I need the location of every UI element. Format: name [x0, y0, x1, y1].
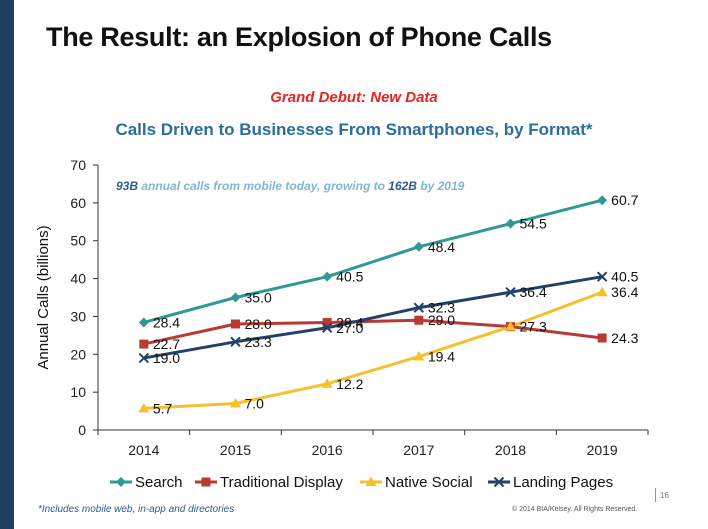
data-point: [413, 302, 425, 313]
data-point: [230, 292, 241, 303]
data-point: [231, 319, 240, 329]
data-point: [230, 398, 241, 408]
data-point: [138, 317, 149, 328]
data-label: 29.0: [428, 312, 455, 328]
series-line-search: [143, 198, 603, 324]
slide-title: The Result: an Explosion of Phone Calls: [46, 22, 552, 52]
data-point: [414, 315, 424, 325]
data-point: [321, 378, 333, 388]
data-point: [230, 336, 241, 347]
y-tick-label: 20: [70, 346, 86, 362]
data-point: [505, 218, 516, 229]
data-point-stroke-b: [230, 336, 241, 347]
tagline: Grand Debut: New Data: [270, 89, 438, 106]
data-label: 40.5: [611, 269, 638, 285]
data-point: [139, 339, 149, 349]
data-label: 48.4: [428, 239, 455, 255]
data-point: [596, 286, 608, 297]
slide-sidebar-bar: [0, 0, 14, 529]
data-point: [138, 352, 150, 364]
chart-title: Calls Driven to Businesses From Smartpho…: [115, 120, 593, 139]
legend-label: Landing Pages: [513, 474, 613, 491]
data-label: 54.5: [520, 216, 547, 232]
data-label: 28.4: [153, 314, 180, 330]
data-label: 7.0: [245, 396, 265, 412]
data-label: 28.4: [336, 314, 363, 330]
data-label: 5.7: [153, 400, 173, 416]
x-tick-label: 2016: [312, 442, 343, 458]
data-label: 35.0: [245, 290, 272, 306]
data-point-stroke-b: [505, 286, 516, 298]
chart-annotation-part: by 2019: [417, 179, 465, 193]
data-point-stroke-b: [596, 271, 608, 282]
y-tick-label: 0: [78, 422, 86, 438]
data-point-stroke-b: [321, 322, 333, 333]
series-line-landing-pages: [143, 275, 603, 360]
x-tick-label: 2015: [220, 442, 251, 458]
y-tick-label: 10: [70, 384, 86, 400]
data-label: 36.4: [520, 284, 547, 300]
footnote: *Includes mobile web, in-app and directo…: [38, 504, 235, 515]
data-point: [505, 321, 516, 331]
legend-swatch-marker: [116, 477, 126, 487]
data-label: 32.3: [428, 300, 455, 316]
data-point: [138, 402, 150, 413]
chart-annotation-part: 162B: [388, 179, 417, 193]
data-point: [322, 271, 333, 282]
data-label: 23.3: [245, 334, 272, 350]
page-number: 16: [660, 491, 669, 500]
data-label: 12.2: [336, 376, 363, 392]
data-point-stroke-b: [413, 302, 425, 313]
legend-label: Search: [135, 474, 183, 491]
data-label: 60.7: [611, 192, 638, 208]
data-label: 36.4: [611, 284, 638, 300]
legend-label: Native Social: [385, 474, 473, 491]
data-point: [413, 351, 425, 361]
series-line-traditional-display: [143, 318, 603, 346]
data-point: [413, 241, 424, 252]
y-tick-label: 40: [70, 271, 86, 287]
data-point: [597, 333, 607, 343]
x-tick-label: 2018: [495, 442, 526, 458]
data-point: [597, 195, 608, 206]
data-label: 27.0: [336, 320, 363, 336]
x-tick-label: 2014: [128, 442, 159, 458]
page-number-divider: [655, 488, 656, 502]
chart-annotation: 93B annual calls from mobile today, grow…: [116, 179, 465, 193]
y-tick-label: 70: [70, 157, 86, 173]
data-label: 24.3: [611, 330, 638, 346]
legend-label: Traditional Display: [220, 474, 343, 491]
y-axis-label: Annual Calls (billions): [35, 225, 52, 369]
legend-swatch-marker: [493, 476, 505, 488]
series-line-native-social: [143, 290, 603, 410]
y-tick-label: 60: [70, 195, 86, 211]
x-tick-label: 2017: [403, 442, 434, 458]
data-label: 40.5: [336, 269, 363, 285]
y-tick-label: 30: [70, 308, 86, 324]
x-tick-label: 2019: [587, 442, 618, 458]
data-label: 19.4: [428, 349, 455, 365]
data-point: [505, 286, 516, 298]
data-point: [321, 322, 333, 333]
data-point-stroke-b: [138, 352, 150, 364]
data-point: [322, 317, 332, 327]
chart-annotation-part: 93B: [116, 179, 138, 193]
chart-annotation-part: annual calls from mobile today, growing …: [138, 179, 388, 193]
data-label: 22.7: [153, 336, 180, 352]
legend-swatch-marker: [201, 477, 211, 487]
y-tick-label: 50: [70, 233, 86, 249]
data-label: 19.0: [153, 350, 180, 366]
data-label: 27.3: [520, 319, 547, 335]
data-point: [596, 271, 608, 282]
data-label: 28.0: [245, 316, 272, 332]
legend-swatch-marker-stroke-b: [493, 476, 505, 488]
legend-swatch-marker: [365, 476, 377, 486]
copyright: © 2014 BIA/Kelsey. All Rights Reserved.: [512, 506, 638, 513]
